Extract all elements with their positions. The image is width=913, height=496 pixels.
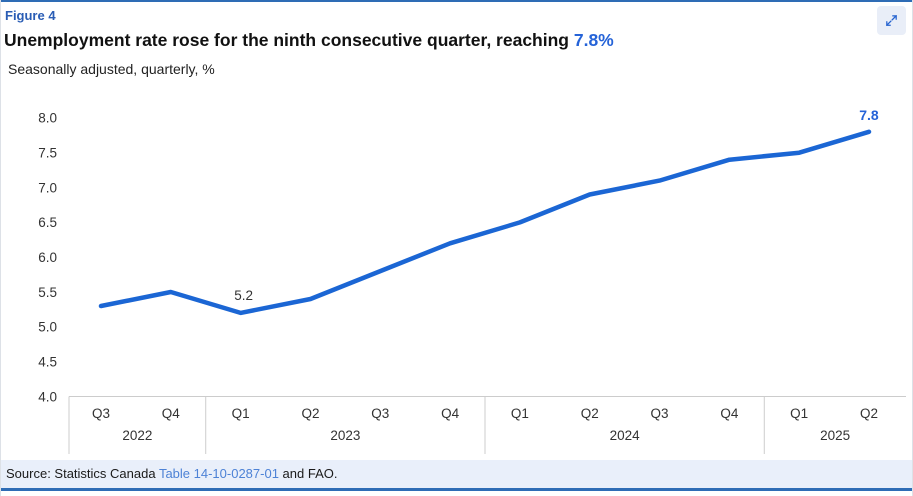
- source-note: Source: Statistics Canada Table 14-10-02…: [1, 460, 912, 488]
- top-divider: [1, 0, 912, 2]
- x-axis-year-label: 2023: [330, 428, 360, 443]
- bottom-divider: [1, 488, 912, 491]
- x-axis-quarter-label: Q1: [511, 406, 529, 421]
- data-point-label: 7.8: [859, 107, 879, 123]
- source-suffix: and FAO.: [278, 466, 338, 481]
- x-axis-quarter-label: Q2: [301, 406, 319, 421]
- y-axis-tick-label: 5.0: [38, 320, 57, 335]
- x-axis-quarter-label: Q3: [371, 406, 389, 421]
- y-axis-tick-label: 4.5: [38, 354, 57, 369]
- x-axis-quarter-label: Q4: [720, 406, 739, 421]
- expand-arrows-icon: [884, 13, 899, 28]
- x-axis-year-label: 2025: [820, 428, 850, 443]
- source-prefix: Source: Statistics Canada: [6, 466, 159, 481]
- chart-title: Unemployment rate rose for the ninth con…: [4, 30, 614, 51]
- y-axis-tick-label: 6.0: [38, 250, 57, 265]
- data-point-label: 5.2: [234, 288, 253, 303]
- source-table-link[interactable]: Table 14-10-0287-01: [158, 466, 279, 481]
- x-axis-quarter-label: Q4: [162, 406, 181, 421]
- x-axis-quarter-label: Q3: [651, 406, 669, 421]
- x-axis-quarter-label: Q3: [92, 406, 110, 421]
- x-axis-year-label: 2022: [122, 428, 152, 443]
- x-axis-quarter-label: Q2: [581, 406, 599, 421]
- chart-subtitle: Seasonally adjusted, quarterly, %: [8, 61, 215, 77]
- y-axis-tick-label: 6.5: [38, 215, 57, 230]
- unemployment-trend-line: [98, 129, 872, 316]
- x-axis-quarter-label: Q1: [790, 406, 808, 421]
- expand-chart-button[interactable]: [877, 6, 906, 35]
- x-axis-quarter-label: Q4: [441, 406, 460, 421]
- y-axis-tick-label: 7.5: [38, 146, 57, 161]
- x-axis-quarter-label: Q2: [860, 406, 878, 421]
- x-axis-quarter-label: Q1: [232, 406, 250, 421]
- chart-title-highlight: 7.8%: [573, 30, 614, 50]
- x-axis-year-label: 2024: [610, 428, 641, 443]
- y-axis-tick-label: 4.0: [38, 389, 57, 404]
- unemployment-line-chart: 8.0 7.5 7.0 6.5 6.0 5.5 5.0 4.5 4.0 Q3 Q4 Q1 Q2 Q3 Q4 Q…: [1, 96, 912, 460]
- figure-label: Figure 4: [5, 8, 56, 23]
- chart-title-text: Unemployment rate rose for the ninth con…: [4, 30, 574, 50]
- y-axis-tick-label: 5.5: [38, 285, 57, 300]
- y-axis-tick-label: 8.0: [38, 111, 57, 126]
- y-axis-tick-label: 7.0: [38, 180, 57, 195]
